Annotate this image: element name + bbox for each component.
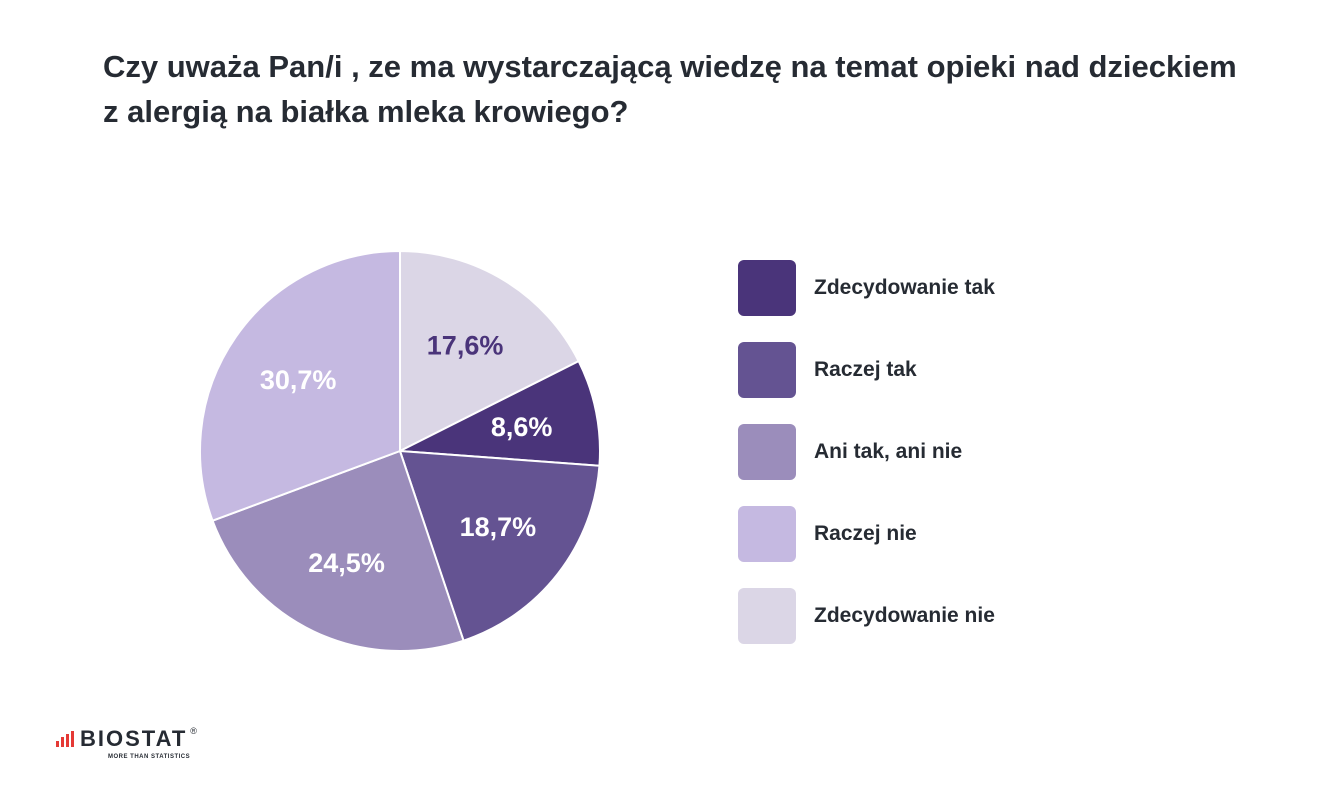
legend-item: Raczej nie	[738, 506, 995, 562]
slice-label: 17,6%	[427, 330, 504, 360]
legend-label: Zdecydowanie nie	[814, 604, 995, 627]
legend-swatch	[738, 342, 796, 398]
legend-label: Zdecydowanie tak	[814, 276, 995, 299]
pie-slice	[398, 449, 601, 642]
logo-text: BIOSTAT	[80, 726, 188, 751]
legend-swatch	[738, 424, 796, 480]
legend-item: Ani tak, ani nie	[738, 424, 995, 480]
logo-registered: ®	[190, 726, 197, 736]
logo-bars-icon	[56, 731, 74, 747]
pie-slice	[199, 249, 401, 523]
slice-label: 24,5%	[308, 548, 385, 578]
legend-swatch	[738, 588, 796, 644]
legend-item: Zdecydowanie tak	[738, 260, 995, 316]
slice-label: 18,7%	[460, 512, 537, 542]
slice-label: 8,6%	[491, 412, 553, 442]
pie-slice	[399, 249, 581, 453]
legend-label: Ani tak, ani nie	[814, 440, 963, 463]
legend: Zdecydowanie tak Raczej tak Ani tak, ani…	[738, 260, 995, 670]
pie-chart: 17,6% 8,6% 18,7% 24,5% 30,7%	[199, 249, 601, 652]
legend-swatch	[738, 260, 796, 316]
logo-tagline: MORE THAN STATISTICS	[108, 754, 191, 760]
pie-slice	[396, 359, 601, 467]
chart-title: Czy uważa Pan/i , ze ma wystarczającą wi…	[103, 49, 1237, 129]
biostat-logo: BIOSTAT ® MORE THAN STATISTICS	[56, 726, 197, 761]
pie-slice	[211, 449, 465, 652]
legend-swatch	[738, 506, 796, 562]
legend-label: Raczej tak	[814, 358, 917, 381]
legend-item: Zdecydowanie nie	[738, 588, 995, 644]
slice-label: 30,7%	[260, 365, 337, 395]
legend-label: Raczej nie	[814, 522, 917, 545]
legend-item: Raczej tak	[738, 342, 995, 398]
